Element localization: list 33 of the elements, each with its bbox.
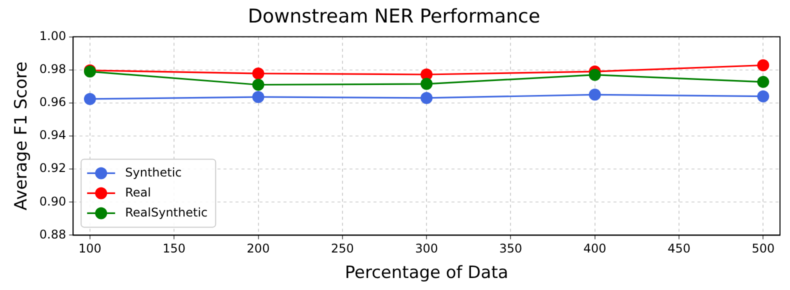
x-tick-label: 200 [246, 242, 270, 256]
x-tick-label: 150 [162, 242, 186, 256]
point [420, 78, 433, 90]
y-tick-label: 1.00 [39, 28, 66, 43]
legend-label: Synthetic [125, 165, 182, 180]
x-tick-label: 350 [499, 242, 522, 256]
y-tick-label: 0.88 [39, 227, 66, 242]
y-tick-label: 0.92 [39, 161, 66, 176]
x-axis-title: Percentage of Data [344, 263, 508, 284]
y-tick-label: 0.94 [39, 128, 66, 142]
point [757, 59, 770, 72]
x-tick-label: 450 [668, 242, 690, 256]
y-axis-title: Average F1 Score [12, 62, 32, 210]
x-tick-label: 400 [583, 242, 606, 256]
point [252, 78, 264, 91]
point [252, 90, 264, 103]
legend-label: RealSynthetic [125, 205, 208, 220]
point [588, 68, 601, 81]
x-tick-label: 250 [330, 242, 354, 256]
point [757, 90, 770, 102]
point [757, 76, 770, 88]
point [588, 88, 601, 101]
x-tick-label: 300 [415, 242, 438, 256]
y-tick-label: 0.90 [39, 194, 66, 208]
chart-title: Downstream NER Performance [248, 5, 540, 28]
x-tick-label: 500 [752, 242, 775, 256]
point [252, 68, 264, 80]
legend-label: Real [125, 185, 151, 200]
y-tick-label: 0.98 [39, 62, 66, 76]
y-tick-label: 0.96 [39, 95, 66, 110]
x-tick-label: 100 [78, 242, 102, 256]
point [420, 92, 433, 104]
point [84, 92, 96, 105]
